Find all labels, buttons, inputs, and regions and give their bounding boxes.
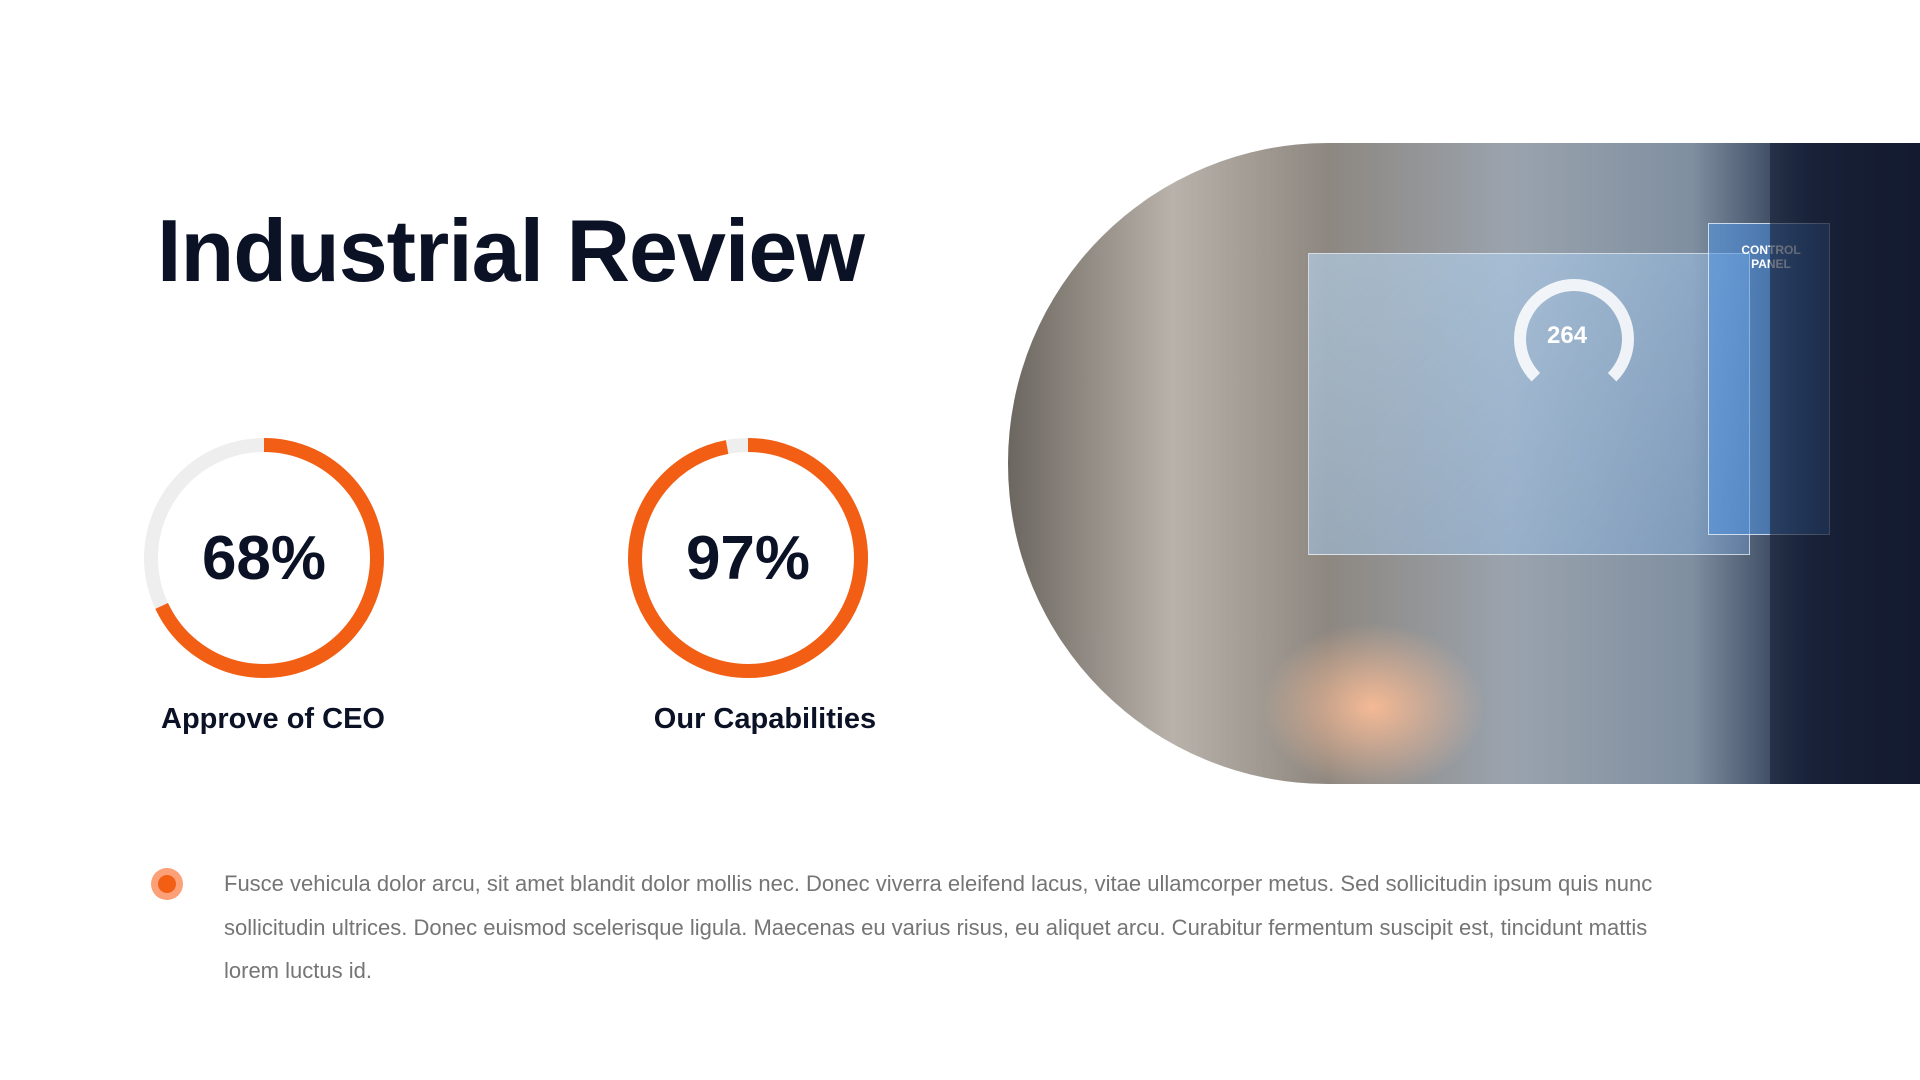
- description-paragraph: Fusce vehicula dolor arcu, sit amet blan…: [224, 871, 1653, 983]
- person-silhouette: [1770, 143, 1920, 784]
- stat-value: 97%: [685, 523, 811, 593]
- page-title: Industrial Review: [157, 201, 865, 300]
- stat-donut-capabilities: 97%: [626, 436, 870, 680]
- donut-chart: [144, 438, 384, 678]
- circle-bullet-icon: [151, 868, 183, 900]
- hud-overlay: 264: [1308, 253, 1750, 555]
- stat-caption: Approve of CEO: [161, 703, 385, 735]
- stat-value: 68%: [201, 523, 327, 593]
- hud-value: 264: [1547, 322, 1588, 349]
- stat-caption: Our Capabilities: [653, 703, 877, 735]
- stat-donut-ceo: 68%: [142, 436, 386, 680]
- donut-chart: [628, 438, 868, 678]
- industrial-photo: 264 CONTROL PANEL: [1008, 143, 1920, 784]
- donut-progress-arc: [628, 438, 868, 678]
- donut-progress-arc: [144, 438, 384, 678]
